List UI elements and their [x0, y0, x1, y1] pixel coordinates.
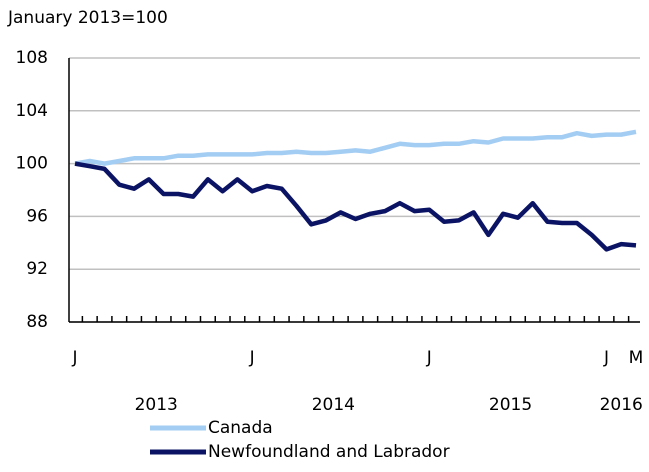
y-tick-label: 108	[16, 48, 48, 68]
y-tick-label: 92	[26, 259, 48, 279]
year-label: 2015	[489, 395, 532, 415]
x-tick-label: M	[629, 348, 644, 368]
year-label: 2013	[135, 395, 178, 415]
legend-label: Newfoundland and Labrador	[208, 442, 450, 462]
x-tick-label: J	[603, 348, 609, 368]
x-tick-label: J	[426, 348, 432, 368]
data-line	[74, 161, 637, 252]
year-label: 2016	[600, 395, 643, 415]
year-label: 2014	[312, 395, 355, 415]
y-axis-title: January 2013=100	[7, 8, 168, 28]
x-tick-label: J	[249, 348, 255, 368]
y-tick-label: 96	[26, 206, 48, 226]
y-tick-label: 104	[16, 101, 48, 121]
y-tick-label: 100	[16, 154, 48, 174]
y-tick-label: 88	[26, 312, 48, 332]
legend-label: Canada	[208, 418, 273, 438]
data-line	[74, 129, 637, 166]
x-tick-label: J	[71, 348, 77, 368]
